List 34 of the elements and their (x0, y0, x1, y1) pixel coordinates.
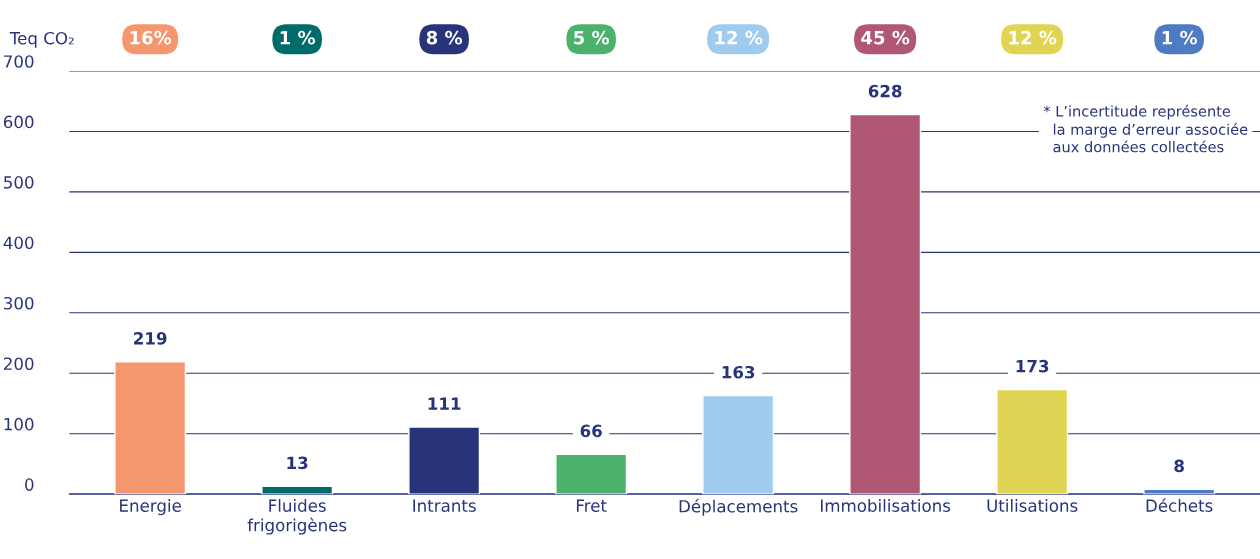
annotation: * L’incertitude représente la marge d’erreur associée aux données collectées (1043, 104, 1248, 153)
data-label: 163 (722, 365, 755, 379)
y-tick-label: 100 (4, 417, 34, 431)
x-tick-label: Immobilisations (821, 499, 951, 512)
x-tick-label: Utilisations (987, 499, 1078, 512)
x-tick-label: Intrants (413, 499, 476, 512)
text: 12 % (715, 30, 763, 45)
y-tick-label: 0 (25, 478, 34, 491)
x-tick-label: Fret (576, 499, 607, 512)
data-label: 173 (1016, 359, 1049, 373)
data-label: 13 (287, 456, 308, 470)
text: 16% (130, 30, 172, 45)
y-tick-label: 400 (3, 236, 34, 250)
y-tick-label: 700 (4, 55, 34, 68)
text: 1 % (280, 30, 316, 45)
x-tick-label: Déchets (1146, 498, 1213, 512)
data-label: 628 (868, 84, 902, 98)
data-label: 111 (428, 397, 461, 410)
y-tick-label: 500 (4, 176, 34, 189)
text: 8 % (426, 30, 463, 45)
x-tick-label: Energie (120, 499, 181, 516)
data-label: 219 (134, 332, 167, 345)
data-label: 66 (580, 424, 602, 438)
y-tick-label: 200 (3, 357, 34, 371)
x-tick-label: Fluides frigorigènes (247, 499, 347, 535)
y-tick-label: 300 (4, 296, 34, 310)
y-axis-title: Teq CO₂ (9, 31, 74, 48)
text: 45 % (861, 30, 910, 45)
text: 5 % (574, 30, 610, 45)
x-tick-label: Déplacements (679, 499, 798, 516)
text: 1 % (1162, 30, 1198, 45)
text: 12 % (1009, 30, 1057, 45)
data-label: 8 (1174, 459, 1184, 473)
y-tick-label: 600 (3, 115, 34, 129)
